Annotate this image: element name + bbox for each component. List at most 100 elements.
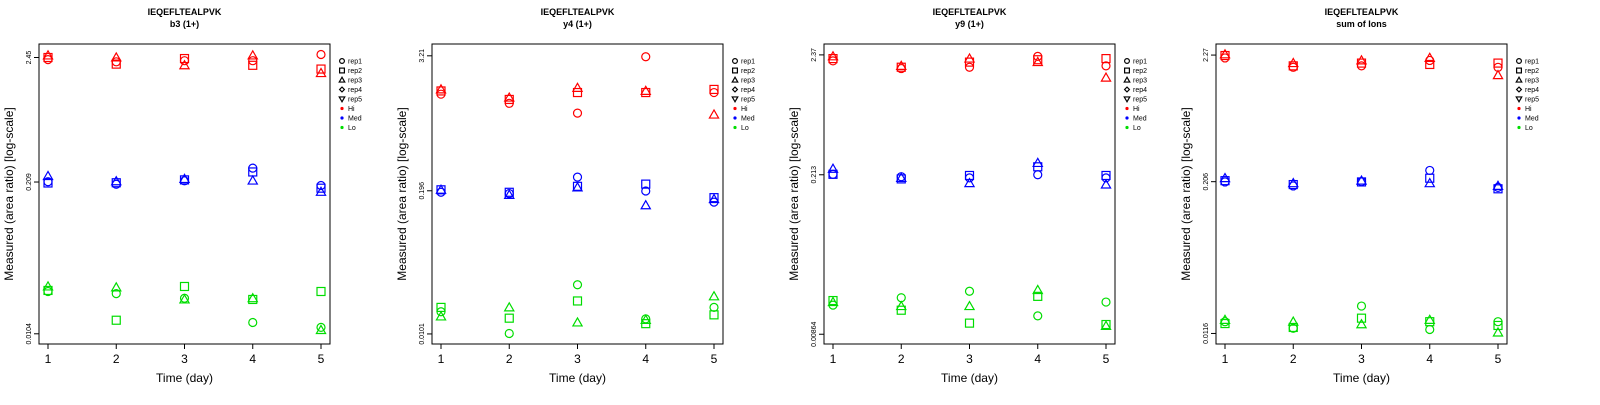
legend-label: rep4	[741, 87, 755, 94]
legend-color-dot	[340, 106, 344, 111]
chart-subtitle: b3 (1+)	[170, 19, 199, 29]
data-point	[1287, 57, 1299, 68]
data-point	[42, 280, 54, 291]
data-point	[709, 302, 719, 313]
data-point	[315, 67, 327, 78]
legend-marker	[338, 86, 346, 93]
legend: rep1 rep2 rep3 rep4 rep5 Hi Med Lo	[1515, 57, 1539, 132]
data-point	[435, 183, 447, 194]
legend-marker	[731, 57, 738, 64]
legend-marker	[1515, 57, 1522, 64]
data-point	[1033, 55, 1043, 65]
data-point	[1425, 324, 1435, 335]
data-point	[1287, 315, 1299, 326]
x-tick-label: 3	[1358, 352, 1365, 366]
y-tick-label: 0.0104	[26, 323, 33, 345]
chart-title: IEQEFLTEALPVK	[541, 7, 615, 17]
data-point	[963, 177, 976, 188]
data-point	[895, 300, 907, 311]
legend: rep1 rep2 rep3 rep4 rep5 Hi Med Lo	[731, 57, 755, 132]
data-point	[708, 193, 720, 204]
data-point	[828, 169, 838, 179]
data-point	[178, 59, 191, 70]
data-point	[827, 50, 839, 61]
legend-label: rep2	[741, 68, 755, 75]
legend-label: Lo	[1133, 125, 1141, 132]
data-point	[1356, 313, 1367, 323]
y-axis-label: Measured (area ratio) [log-scale]	[2, 107, 16, 280]
x-tick-label: 1	[1222, 352, 1229, 366]
legend-marker	[1123, 76, 1131, 83]
data-point	[709, 87, 719, 98]
data-point	[709, 310, 719, 320]
legend-label: Lo	[1525, 125, 1533, 132]
x-tick-label: 2	[1290, 352, 1297, 366]
legend-label: rep1	[348, 59, 362, 66]
data-point	[572, 296, 583, 306]
y-tick-label: 0.0116	[1203, 323, 1210, 344]
data-point	[248, 317, 258, 328]
series-med	[1219, 165, 1504, 194]
y-axis-label: Measured (area ratio) [log-scale]	[787, 107, 801, 280]
legend-color-dot	[1125, 106, 1129, 111]
data-point	[316, 64, 326, 74]
legend-label: rep1	[1525, 59, 1539, 66]
legend-label: Lo	[741, 125, 749, 132]
legend-marker	[1515, 76, 1523, 83]
chart-panel-4: IEQEFLTEALPVK sum of Ions 1 2 3 4 5 Time (day) 0…	[1179, 7, 1539, 385]
x-tick-label: 4	[642, 352, 649, 366]
series-lo	[1219, 301, 1504, 337]
chart-panel-3: IEQEFLTEALPVK y9 (1+) 1 2 3 4 5 Time (day) 0.008…	[787, 7, 1147, 385]
y-tick-label: 0.196	[419, 182, 426, 200]
legend: rep1 rep2 rep3 rep4 rep5 Hi Med Lo	[1123, 57, 1147, 132]
legend-color-dot	[340, 116, 344, 120]
legend-label: rep1	[1133, 59, 1147, 66]
legend-label: rep2	[1133, 68, 1147, 75]
data-point	[248, 60, 258, 70]
data-point	[42, 170, 54, 181]
y-tick-label: 0.0101	[419, 323, 426, 345]
legend-color-dot	[733, 106, 737, 111]
data-point	[111, 289, 121, 299]
plot-frame	[1215, 43, 1508, 345]
x-tick-label: 4	[1034, 352, 1041, 366]
data-point	[1492, 326, 1504, 337]
legend-color-dot	[733, 116, 737, 120]
data-point	[571, 316, 584, 327]
legend: rep1 rep2 rep3 rep4 rep5 Hi Med Lo	[338, 57, 362, 132]
data-point	[964, 286, 975, 296]
y-tick-label: 0.209	[26, 173, 33, 191]
x-tick-label: 3	[574, 352, 581, 366]
data-point	[316, 49, 326, 60]
data-point	[572, 172, 583, 182]
series-med	[435, 172, 720, 210]
legend-marker	[1123, 57, 1130, 64]
data-point	[1424, 177, 1436, 188]
x-tick-label: 4	[1426, 352, 1433, 366]
legend-label: rep3	[1133, 78, 1147, 85]
data-point	[708, 108, 720, 119]
data-point	[572, 280, 583, 290]
data-point	[247, 49, 259, 60]
data-point	[1425, 165, 1435, 176]
data-point	[641, 87, 651, 98]
data-point	[111, 315, 121, 325]
series-med	[827, 157, 1112, 189]
legend-marker	[731, 96, 739, 103]
data-point	[827, 163, 839, 173]
legend-color-dot	[340, 125, 344, 130]
legend-marker	[338, 96, 346, 103]
data-point	[503, 301, 515, 312]
data-point	[178, 173, 191, 184]
data-point	[964, 318, 975, 328]
data-point	[1493, 320, 1503, 331]
chart-subtitle: y9 (1+)	[955, 19, 984, 29]
x-tick-label: 4	[249, 352, 256, 366]
data-point	[640, 85, 652, 96]
legend-color-dot	[1517, 106, 1521, 111]
x-tick-label: 5	[711, 352, 718, 366]
data-point	[110, 51, 122, 62]
data-point	[315, 186, 327, 196]
legend-label: rep4	[1133, 87, 1147, 94]
